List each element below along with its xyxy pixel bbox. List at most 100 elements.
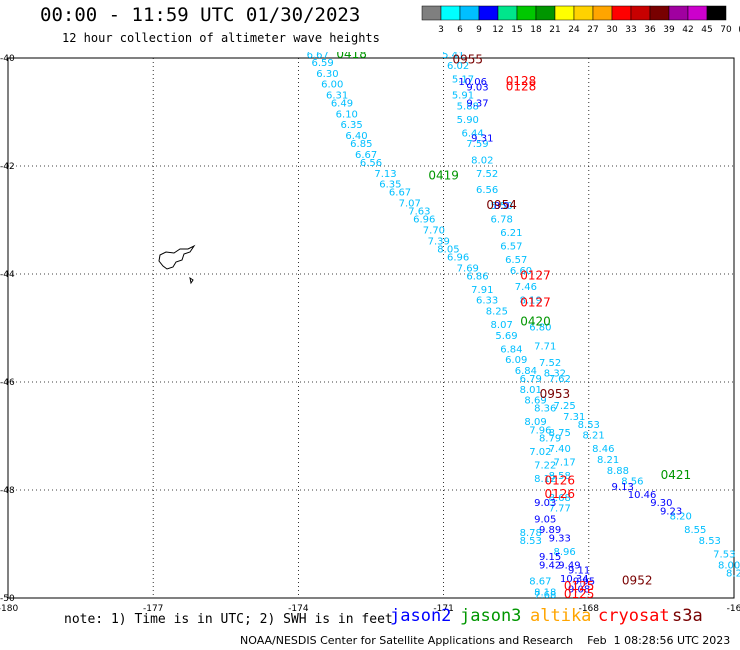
y-tick-label: -48 — [0, 486, 15, 496]
colorbar-tick-label: 33 — [625, 25, 636, 35]
pass-time-label: 0419 — [428, 169, 459, 183]
wave-height-value: 9.15 — [539, 552, 561, 563]
wave-height-value: 6.80 — [529, 323, 551, 334]
wave-height-value: 7.62 — [549, 374, 571, 385]
y-tick-label: -40 — [0, 54, 15, 64]
wave-height-value: 9.33 — [549, 533, 571, 544]
wave-height-value: 10.46 — [628, 490, 657, 501]
wave-height-value: 6.57 — [505, 255, 527, 266]
wave-height-value: 9.95 — [573, 577, 595, 588]
wave-height-value: 8.53 — [578, 420, 600, 431]
colorbar-tick-label: 15 — [511, 25, 522, 35]
wave-height-value: 7.63 — [408, 207, 430, 218]
wave-height-value: 8.21 — [583, 431, 605, 442]
wave-height-value: 9.37 — [466, 99, 488, 110]
x-tick-label: -177 — [143, 604, 163, 614]
colorbar-tick-label: 70 — [720, 25, 732, 35]
pass-time-label: 0127 — [520, 295, 551, 309]
colorbar-tick-label: 39 — [663, 25, 675, 35]
pass-time-label: 0954 — [486, 198, 517, 212]
wave-height-value: 8.21 — [597, 455, 619, 466]
wave-height-value: 8.00 — [718, 560, 740, 571]
wave-height-value: 7.07 — [399, 199, 421, 210]
wave-height-value: 8.18 — [534, 587, 556, 598]
wave-height-value: 10.34 — [560, 574, 589, 585]
pass-time-label: 0952 — [622, 574, 653, 588]
colorbar-tick-label: 18 — [530, 25, 542, 35]
legend-item-altika: altika — [530, 606, 592, 626]
wave-height-value: 6.67 — [307, 50, 329, 61]
wave-height-value: 6.21 — [500, 228, 522, 239]
wave-height-value: 5.41 — [442, 50, 464, 61]
wave-height-value: 6.35 — [341, 120, 363, 131]
wave-height-value: 6.33 — [476, 296, 498, 307]
wave-height-value: 6.84 — [500, 344, 522, 355]
pass-time-label: 0126 — [544, 474, 575, 488]
wave-height-value: 9.23 — [660, 506, 682, 517]
pass-time-label: 0418 — [336, 47, 367, 61]
wave-height-value: 8.20 — [670, 512, 692, 523]
wave-height-value: 6.56 — [476, 185, 498, 196]
wave-height-value: 9.05 — [534, 514, 556, 525]
y-tick-label: -46 — [0, 378, 15, 388]
pass-time-label: 0421 — [661, 468, 692, 482]
wave-height-value: 8.07 — [491, 320, 513, 331]
wave-height-value: 7.70 — [423, 226, 445, 237]
island-outline — [158, 244, 196, 270]
y-tick-label: -44 — [0, 270, 15, 280]
wave-height-value: 7.02 — [529, 447, 551, 458]
wave-height-value: 6.56 — [360, 158, 382, 169]
x-tick-label: -16 — [727, 604, 740, 614]
wave-height-value: 7.53 — [713, 550, 735, 561]
wave-height-value: 8.96 — [553, 547, 575, 558]
footer-credit: NOAA/NESDIS Center for Satellite Applica… — [240, 634, 731, 647]
colorbar-tick-label: 6 — [457, 25, 463, 35]
wave-height-value: 8.88 — [607, 466, 629, 477]
wave-height-value: 7.31 — [563, 412, 585, 423]
wave-height-value: 7.40 — [549, 444, 571, 455]
wave-height-value: 6.57 — [500, 242, 522, 253]
note-text: note: 1) Time is in UTC; 2) SWH is in fe… — [64, 612, 393, 627]
wave-height-value: 7.46 — [515, 282, 537, 293]
wave-height-value: 7.17 — [553, 458, 575, 469]
wave-height-value: 8.05 — [437, 244, 459, 255]
legend-item-s3a: s3a — [672, 606, 703, 626]
wave-height-value: 5.50 — [491, 201, 513, 212]
colorbar-tick-label: 42 — [682, 25, 693, 35]
wave-height-value: 8.75 — [549, 428, 571, 439]
wave-height-value: 7.91 — [471, 285, 493, 296]
wave-height-value: 9.49 — [558, 560, 580, 571]
wave-height-value: 5.17 — [452, 74, 474, 85]
wave-height-value: 8.55 — [684, 525, 706, 536]
wave-height-value: 8.58 — [549, 471, 571, 482]
wave-height-value: 9.08 — [568, 585, 590, 596]
wave-height-value: 8.67 — [529, 577, 551, 588]
wave-height-value: 8.79 — [539, 433, 561, 444]
wave-height-value: 6.84 — [515, 366, 537, 377]
wave-height-value: 9.31 — [471, 134, 493, 145]
colorbar-tick-label: 36 — [644, 25, 656, 35]
wave-height-value: 6.79 — [520, 374, 542, 385]
x-tick-label: -180 — [0, 604, 18, 614]
legend-item-jason2: jason2 — [390, 606, 452, 626]
wave-height-value: 5.69 — [495, 331, 517, 342]
colorbar-tick-label: 45 — [701, 25, 712, 35]
legend-item-jason3: jason3 — [460, 606, 522, 626]
wave-height-value: 6.96 — [413, 215, 435, 226]
pass-time-label: 0128 — [506, 79, 537, 93]
colorbar-tick-label: 24 — [568, 25, 580, 35]
wave-height-value: 6.35 — [379, 180, 401, 191]
wave-height-value: 6.60 — [510, 266, 532, 277]
pass-time-label: 0125 — [564, 587, 595, 601]
pass-time-label: 0953 — [540, 387, 571, 401]
page-title: 00:00 - 11:59 UTC 01/30/2023 — [40, 4, 361, 26]
wave-height-value: 7.22 — [534, 460, 556, 471]
wave-height-value: 9.30 — [650, 498, 672, 509]
wave-height-value: 7.96 — [529, 425, 551, 436]
wave-height-value: 6.59 — [311, 58, 333, 69]
colorbar-tick-label: (ft) — [738, 25, 740, 35]
plot-frame — [7, 57, 735, 599]
pass-time-label: 0126 — [544, 487, 575, 501]
wave-height-value: 9.11 — [568, 566, 590, 577]
